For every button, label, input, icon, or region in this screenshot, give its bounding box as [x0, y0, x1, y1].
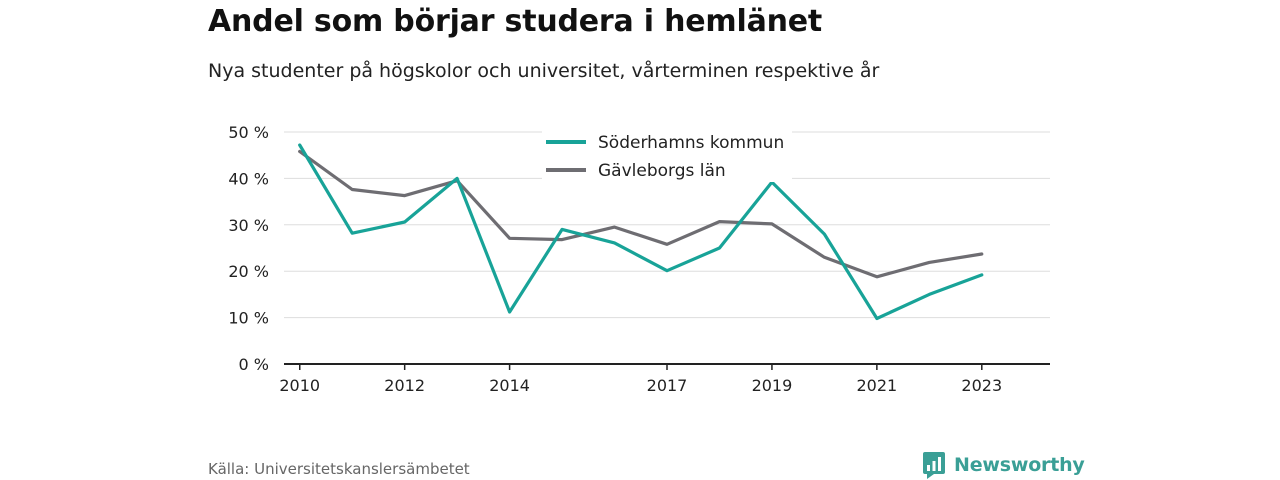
- x-tick-label: 2017: [647, 376, 688, 395]
- source-note: Källa: Universitetskanslersämbetet: [208, 460, 470, 478]
- y-tick-label: 30 %: [228, 216, 269, 235]
- x-tick-label: 2014: [489, 376, 530, 395]
- brand-logo: Newsworthy: [922, 450, 1085, 480]
- series-line-0: [298, 143, 984, 321]
- y-tick-label: 50 %: [228, 123, 269, 142]
- series-lines: [298, 143, 984, 321]
- x-axis: 2010 2012 2014 2017 2019 2021 2023: [279, 363, 1050, 395]
- legend-label-0: Söderhamns kommun: [598, 133, 784, 153]
- chart-title: Andel som börjar studera i hemlänet: [208, 4, 823, 39]
- y-axis-tick-labels: 0 % 10 % 20 % 30 % 40 % 50 %: [228, 123, 269, 374]
- legend-label-1: Gävleborgs län: [598, 161, 726, 181]
- newsworthy-logo-icon: [923, 452, 945, 479]
- y-tick-label: 10 %: [228, 309, 269, 328]
- x-tick-label: 2012: [384, 376, 425, 395]
- y-tick-label: 0 %: [239, 355, 269, 374]
- x-tick-label: 2010: [279, 376, 320, 395]
- legend: Söderhamns kommun Gävleborgs län: [542, 126, 792, 182]
- series-line-1: [298, 149, 984, 279]
- legend-background: [542, 126, 792, 182]
- x-tick-label: 2019: [752, 376, 793, 395]
- x-tick-label: 2023: [961, 376, 1002, 395]
- chart-subtitle: Nya studenter på högskolor och universit…: [208, 60, 880, 82]
- x-tick-label: 2021: [857, 376, 898, 395]
- brand-name: Newsworthy: [954, 454, 1085, 476]
- y-tick-label: 40 %: [228, 169, 269, 188]
- y-tick-label: 20 %: [228, 262, 269, 281]
